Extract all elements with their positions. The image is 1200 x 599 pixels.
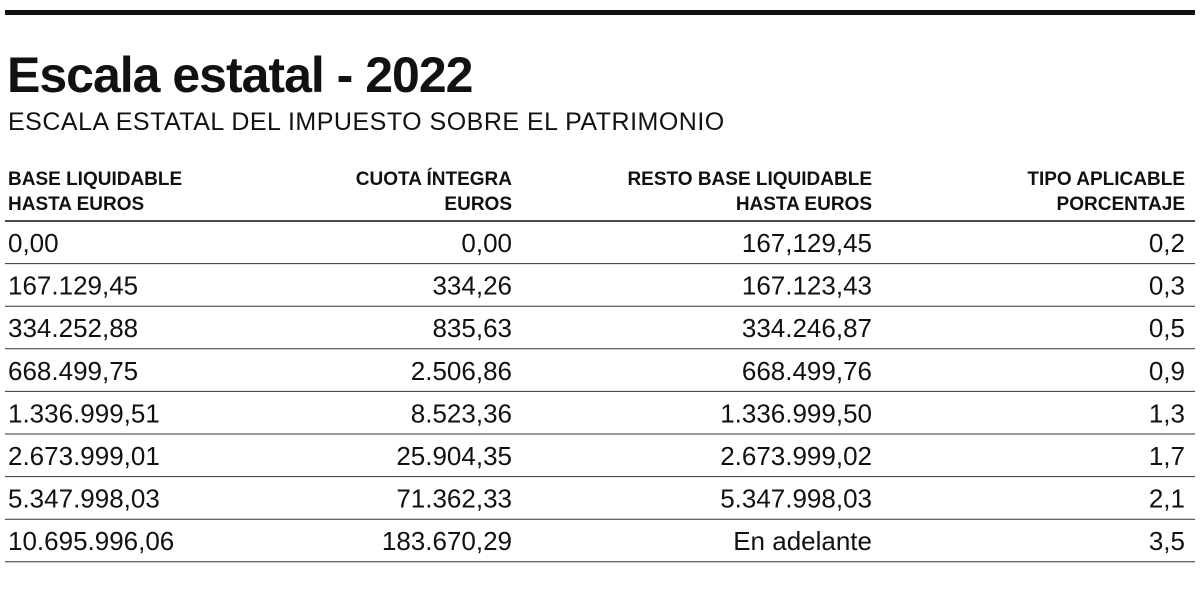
cell: 25.904,35 (396, 441, 512, 471)
column-header: PORCENTAJE (1057, 194, 1185, 215)
cell: 0,00 (8, 228, 59, 258)
column-header: EUROS (444, 194, 512, 215)
cell: 183.670,29 (382, 526, 512, 556)
cell: 10.695.996,06 (8, 526, 174, 556)
cell: En adelante (733, 526, 872, 556)
cell: 0,9 (1149, 356, 1185, 386)
cell: 5.347.998,03 (8, 484, 160, 514)
cell: 71.362,33 (396, 484, 512, 514)
cell: 2.506,86 (411, 356, 512, 386)
column-header: BASE LIQUIDABLE (8, 169, 182, 190)
cell: 2.673.999,01 (8, 441, 160, 471)
cell: 0,2 (1149, 228, 1185, 258)
cell: 167.129,45 (8, 271, 138, 301)
cell: 668.499,76 (742, 356, 872, 386)
cell: 0,5 (1149, 313, 1185, 343)
subtitle: ESCALA ESTATAL DEL IMPUESTO SOBRE EL PAT… (8, 108, 725, 136)
column-header: HASTA EUROS (8, 194, 144, 215)
column-header: TIPO APLICABLE (1027, 169, 1185, 190)
top-rule (5, 10, 1195, 15)
cell: 1,3 (1149, 398, 1185, 428)
column-header: RESTO BASE LIQUIDABLE (627, 169, 872, 190)
cell: 5.347.998,03 (720, 484, 872, 514)
cell: 0,3 (1149, 271, 1185, 301)
cell: 2.673.999,02 (720, 441, 872, 471)
cell: 2,1 (1149, 484, 1185, 514)
cell: 668.499,75 (8, 356, 138, 386)
cell: 1,7 (1149, 441, 1185, 471)
cell: 334.252,88 (8, 313, 138, 343)
cell: 334.246,87 (742, 313, 872, 343)
cell: 3,5 (1149, 526, 1185, 556)
cell: 1.336.999,50 (720, 398, 872, 428)
cell: 1.336.999,51 (8, 398, 160, 428)
column-header: HASTA EUROS (736, 194, 872, 215)
cell: 835,63 (432, 313, 512, 343)
cell: 0,00 (461, 228, 512, 258)
cell: 334,26 (432, 271, 512, 301)
cell: 167.123,43 (742, 271, 872, 301)
title: Escala estatal - 2022 (7, 47, 472, 103)
cell: 167,129,45 (742, 228, 872, 258)
column-header: CUOTA ÍNTEGRA (356, 168, 512, 190)
cell: 8.523,36 (411, 398, 512, 428)
